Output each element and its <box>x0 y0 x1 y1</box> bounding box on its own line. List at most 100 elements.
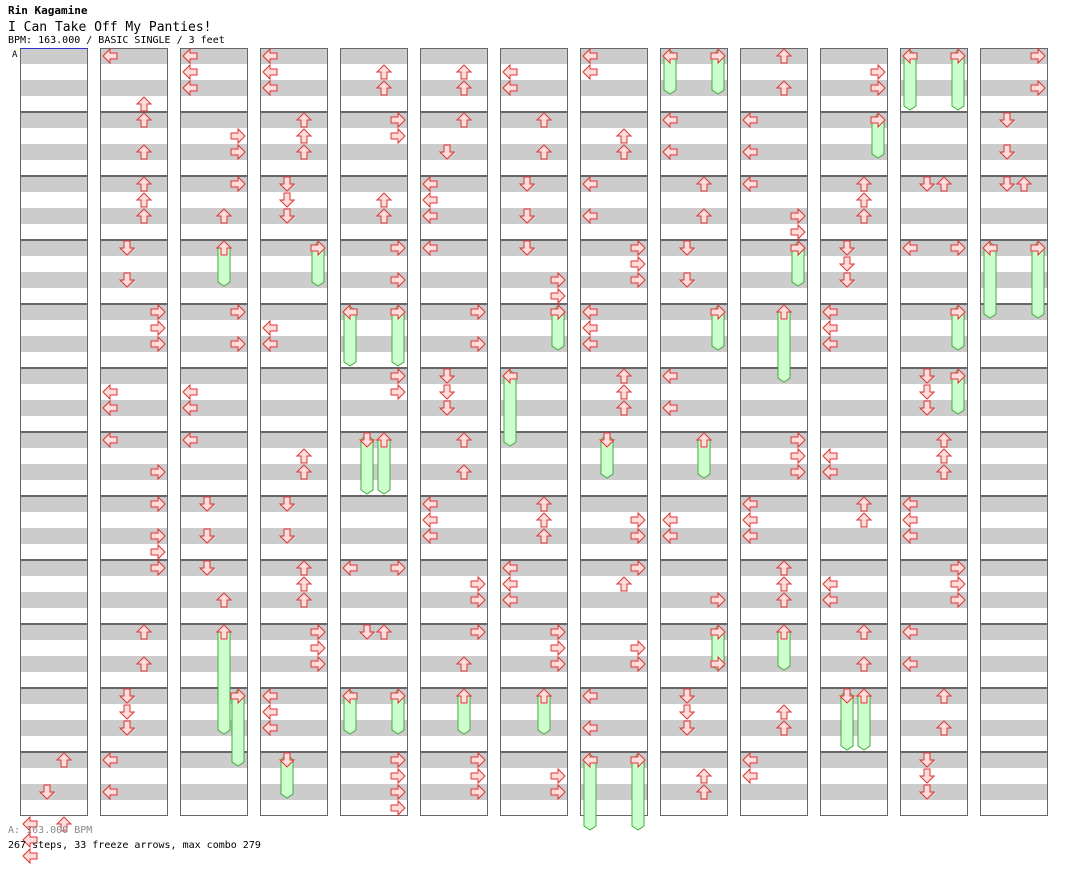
measure-outline <box>100 560 168 624</box>
chart-column <box>340 48 408 817</box>
freeze-arrow-icon <box>582 751 598 831</box>
measure-outline <box>340 688 408 752</box>
measure-outline <box>100 688 168 752</box>
measure-outline <box>900 112 968 176</box>
left-arrow-icon <box>262 719 278 737</box>
right-arrow-icon <box>470 783 486 801</box>
up-arrow-icon <box>295 464 313 480</box>
left-arrow-icon <box>582 751 598 769</box>
right-arrow-icon <box>230 175 246 193</box>
beat-band <box>900 80 968 96</box>
down-arrow-icon <box>438 400 456 416</box>
left-arrow-icon <box>102 399 118 417</box>
right-arrow-icon <box>550 655 566 673</box>
right-arrow-icon <box>390 383 406 401</box>
measure-outline <box>500 432 568 496</box>
beat-band <box>420 464 488 480</box>
left-arrow-icon <box>662 511 678 529</box>
left-arrow-icon <box>582 719 598 737</box>
left-arrow-icon <box>502 63 518 81</box>
left-arrow-icon <box>742 527 758 545</box>
left-arrow-icon <box>262 703 278 721</box>
measure-outline <box>740 624 808 688</box>
down-arrow-icon <box>918 768 936 784</box>
freeze-arrow-icon <box>390 303 406 367</box>
chart-column <box>420 48 488 816</box>
right-arrow-icon <box>950 239 966 257</box>
right-arrow-icon <box>230 687 246 705</box>
measure-outline <box>180 688 248 752</box>
right-arrow-icon <box>630 527 646 545</box>
down-arrow-icon <box>518 208 536 224</box>
beat-band <box>180 720 248 736</box>
beat-band <box>260 48 328 64</box>
measure-outline <box>260 176 328 240</box>
measure-outline <box>100 176 168 240</box>
measure-outline <box>100 240 168 304</box>
down-arrow-icon <box>118 240 136 256</box>
right-arrow-icon <box>790 447 806 465</box>
measure-outline <box>660 48 728 112</box>
up-arrow-icon <box>775 560 793 576</box>
freeze-arrow-icon <box>215 624 233 735</box>
measure-outline <box>580 304 648 368</box>
bpm-legend: A: 163.000 BPM <box>8 825 93 836</box>
beat-band <box>740 528 808 544</box>
freeze-arrow-icon <box>838 688 856 751</box>
beat-band <box>180 272 248 288</box>
measure-outline <box>420 48 488 112</box>
down-arrow-icon <box>518 176 536 192</box>
beat-band <box>980 560 1048 576</box>
right-arrow-icon <box>310 239 326 257</box>
beat-band <box>740 784 808 800</box>
beat-band <box>740 688 808 704</box>
measure-outline <box>260 304 328 368</box>
up-arrow-icon <box>775 704 793 720</box>
beat-band <box>980 368 1048 384</box>
measure-outline <box>580 688 648 752</box>
up-arrow-icon <box>375 80 393 96</box>
left-arrow-icon <box>902 527 918 545</box>
freeze-arrow-icon <box>278 752 296 799</box>
measure-outline <box>260 752 328 816</box>
beat-band <box>20 656 88 672</box>
left-arrow-icon <box>662 367 678 385</box>
left-arrow-icon <box>662 399 678 417</box>
beat-band <box>660 752 728 768</box>
left-arrow-icon <box>502 79 518 97</box>
measure-outline <box>900 368 968 432</box>
left-arrow-icon <box>582 207 598 225</box>
beat-band <box>260 464 328 480</box>
right-arrow-icon <box>630 271 646 289</box>
beat-band <box>20 144 88 160</box>
left-arrow-icon <box>582 335 598 353</box>
beat-band <box>580 720 648 736</box>
up-arrow-icon <box>375 624 393 640</box>
left-arrow-icon <box>182 399 198 417</box>
left-arrow-icon <box>182 383 198 401</box>
up-arrow-icon <box>855 176 873 192</box>
measure-outline <box>740 112 808 176</box>
beat-band <box>420 688 488 704</box>
left-arrow-icon <box>422 511 438 529</box>
measure-outline <box>260 496 328 560</box>
beat-band <box>980 336 1048 352</box>
measure-outline <box>420 432 488 496</box>
beat-band <box>740 272 808 288</box>
beat-band <box>340 176 408 192</box>
beat-band <box>100 400 168 416</box>
beat-band <box>900 496 968 512</box>
freeze-arrow-icon <box>710 303 726 351</box>
measure-outline <box>180 240 248 304</box>
beat-band <box>740 240 808 256</box>
down-arrow-icon <box>598 432 616 448</box>
right-arrow-icon <box>390 783 406 801</box>
up-arrow-icon <box>55 816 73 832</box>
beat-band <box>740 464 808 480</box>
beat-band <box>660 176 728 192</box>
measure-outline <box>820 688 888 752</box>
measure-outline <box>660 496 728 560</box>
beat-band <box>820 560 888 576</box>
measure-outline <box>260 624 328 688</box>
left-arrow-icon <box>22 815 38 833</box>
